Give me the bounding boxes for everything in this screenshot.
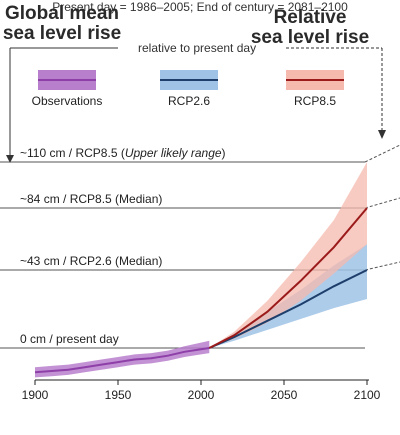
relative-note: relative to present day (138, 41, 257, 55)
x-tick-label-2000: 2000 (188, 388, 215, 402)
legend-label-observations: Observations (32, 94, 103, 108)
relative-title: Relative sea level rise (240, 8, 380, 48)
series-line-rcp26 (208, 269, 368, 349)
band-rcp85 (209, 162, 367, 348)
series-line-observations (34, 347, 210, 374)
reference-label-84: ~84 cm / RCP8.5 (Median) (20, 192, 162, 206)
x-tick-label-2100: 2100 (354, 388, 381, 402)
legend: Observations RCP2.6 RCP8.5 (32, 70, 344, 108)
legend-label-rcp26: RCP2.6 (168, 94, 210, 108)
global-mean-title-line1: Global mean (4, 3, 120, 24)
relative-title-line1: Relative (273, 7, 347, 28)
reference-label-110: ~110 cm / RCP8.5 (Upper likely range) (20, 146, 226, 160)
reference-leader-2 (364, 261, 400, 271)
x-tick-label-2050: 2050 (271, 388, 298, 402)
series-line-rcp85 (208, 207, 368, 349)
x-tick-label-1900: 1900 (22, 388, 49, 402)
reference-leader-0 (364, 144, 400, 163)
global-mean-title-line2: sea level rise (2, 23, 122, 44)
footer-note: Present day = 1986–2005; End of century … (52, 0, 348, 14)
relative-title-line2: sea level rise (250, 27, 370, 48)
connector-lines (6, 47, 386, 163)
global-mean-title: Global mean sea level rise (2, 4, 122, 44)
band-observations (35, 340, 210, 378)
right-connector-arrow (378, 130, 386, 139)
x-axis: 1900 1950 2000 2050 2100 (22, 379, 381, 402)
x-tick-label-1950: 1950 (105, 388, 132, 402)
reference-lines: ~110 cm / RCP8.5 (Upper likely range) ~84… (0, 144, 400, 349)
left-connector-arrow (6, 155, 14, 163)
series-lines (34, 207, 368, 374)
reference-leader-1 (364, 197, 400, 209)
reference-label-0: 0 cm / present day (20, 332, 119, 346)
reference-label-43: ~43 cm / RCP2.6 (Median) (20, 254, 162, 268)
legend-label-rcp85: RCP8.5 (294, 94, 336, 108)
